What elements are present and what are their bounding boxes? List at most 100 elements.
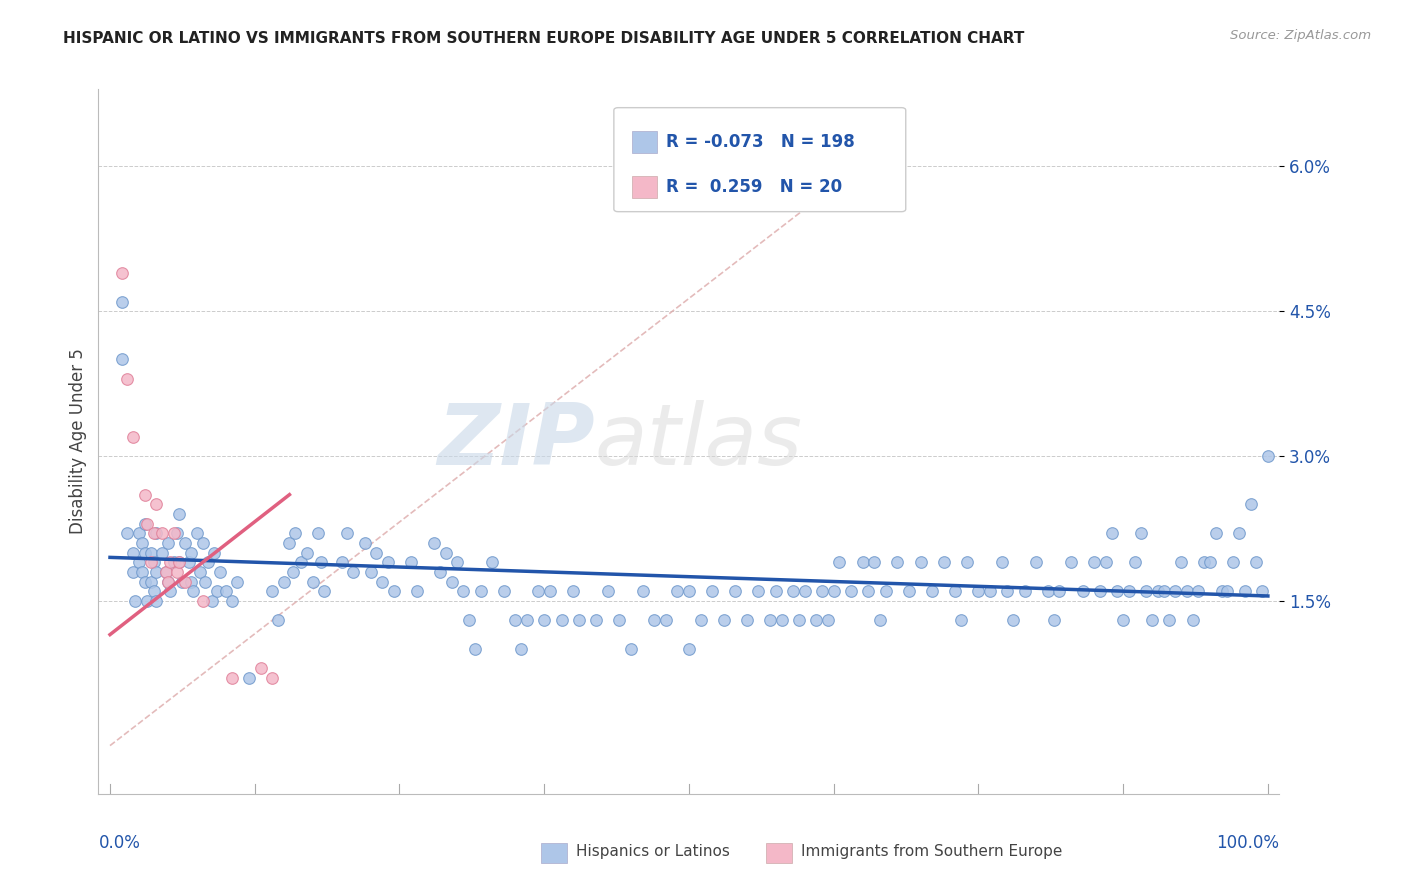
- Point: [858, 584, 880, 599]
- Point: [205, 584, 228, 599]
- Point: [166, 526, 188, 541]
- Point: [156, 536, 179, 550]
- Point: [273, 574, 295, 589]
- Point: [1181, 613, 1204, 627]
- Point: [932, 555, 955, 569]
- Point: [342, 565, 364, 579]
- Point: [191, 594, 214, 608]
- Point: [188, 565, 211, 579]
- Text: Immigrants from Southern Europe: Immigrants from Southern Europe: [801, 845, 1063, 859]
- Point: [166, 565, 188, 579]
- Point: [1227, 526, 1250, 541]
- Point: [262, 584, 284, 599]
- Point: [863, 555, 886, 569]
- Point: [689, 613, 711, 627]
- Point: [177, 555, 200, 569]
- Point: [1060, 555, 1083, 569]
- Text: Hispanics or Latinos: Hispanics or Latinos: [576, 845, 730, 859]
- Point: [839, 584, 862, 599]
- Point: [1101, 526, 1123, 541]
- Text: R =  0.259   N = 20: R = 0.259 N = 20: [666, 178, 842, 196]
- Point: [1049, 584, 1071, 599]
- Point: [655, 613, 678, 627]
- Point: [169, 507, 191, 521]
- Point: [1118, 584, 1140, 599]
- Point: [301, 574, 323, 589]
- Point: [131, 536, 153, 550]
- Point: [139, 545, 162, 559]
- Point: [990, 555, 1012, 569]
- Point: [134, 545, 156, 559]
- Point: [1042, 613, 1064, 627]
- Point: [128, 526, 150, 541]
- Point: [1205, 526, 1227, 541]
- Point: [281, 565, 304, 579]
- Point: [538, 584, 561, 599]
- Point: [377, 555, 399, 569]
- Point: [226, 574, 249, 589]
- Point: [1083, 555, 1105, 569]
- Point: [1211, 584, 1233, 599]
- Point: [180, 574, 202, 589]
- Point: [1094, 555, 1116, 569]
- Point: [110, 352, 132, 367]
- Point: [596, 584, 619, 599]
- Point: [1002, 613, 1025, 627]
- Point: [533, 613, 555, 627]
- Point: [458, 613, 481, 627]
- Point: [290, 555, 312, 569]
- Point: [782, 584, 804, 599]
- Point: [568, 613, 591, 627]
- Point: [145, 526, 167, 541]
- Point: [446, 555, 468, 569]
- Point: [735, 613, 758, 627]
- Point: [451, 584, 474, 599]
- Point: [143, 526, 166, 541]
- Point: [631, 584, 654, 599]
- Point: [1112, 613, 1135, 627]
- Point: [122, 545, 145, 559]
- Point: [747, 584, 769, 599]
- Point: [155, 565, 177, 579]
- Point: [221, 671, 243, 685]
- Point: [143, 555, 166, 569]
- Point: [770, 613, 793, 627]
- Point: [793, 584, 815, 599]
- Point: [527, 584, 550, 599]
- Point: [897, 584, 920, 599]
- Point: [943, 584, 966, 599]
- Point: [145, 497, 167, 511]
- Point: [134, 574, 156, 589]
- Point: [510, 642, 533, 657]
- Point: [278, 536, 301, 550]
- Point: [143, 584, 166, 599]
- Point: [1175, 584, 1198, 599]
- Point: [979, 584, 1001, 599]
- Text: atlas: atlas: [595, 400, 803, 483]
- Point: [139, 574, 162, 589]
- Point: [122, 565, 145, 579]
- Text: Source: ZipAtlas.com: Source: ZipAtlas.com: [1230, 29, 1371, 42]
- Point: [174, 536, 197, 550]
- Point: [1036, 584, 1059, 599]
- Point: [609, 613, 631, 627]
- Point: [956, 555, 979, 569]
- Point: [759, 613, 782, 627]
- Point: [950, 613, 973, 627]
- Point: [1071, 584, 1094, 599]
- Point: [724, 584, 747, 599]
- Point: [169, 555, 191, 569]
- Point: [159, 555, 181, 569]
- Point: [700, 584, 723, 599]
- Point: [440, 574, 463, 589]
- Point: [163, 555, 186, 569]
- Point: [1025, 555, 1047, 569]
- Point: [1246, 555, 1268, 569]
- Point: [150, 526, 173, 541]
- Point: [550, 613, 572, 627]
- Point: [180, 545, 202, 559]
- Point: [221, 594, 243, 608]
- Point: [910, 555, 932, 569]
- Point: [197, 555, 219, 569]
- Point: [1222, 555, 1244, 569]
